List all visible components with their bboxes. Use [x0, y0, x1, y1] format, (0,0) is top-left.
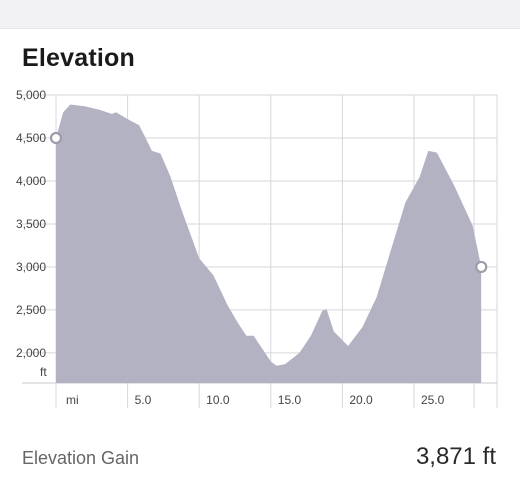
- top-strip: [0, 0, 520, 29]
- y-unit-label: ft: [40, 365, 47, 379]
- x-tick-label: 20.0: [349, 393, 373, 407]
- elevation-chart: 5,000 4,500 4,000 3,500 3,000 2,500 2,000 5.0 10…: [0, 90, 520, 420]
- y-tick-label: 4,000: [16, 174, 46, 188]
- y-tick-label: 5,000: [16, 90, 46, 102]
- start-marker: [49, 131, 63, 145]
- elevation-chart-svg: 5,000 4,500 4,000 3,500 3,000 2,500 2,000 5.0 10…: [16, 90, 498, 408]
- x-tick-label: 15.0: [278, 393, 302, 407]
- x-tick-label: 5.0: [135, 393, 152, 407]
- elevation-area: [56, 104, 482, 383]
- x-unit-label: mi: [66, 393, 79, 407]
- marker-layer: [49, 131, 488, 274]
- elevation-gain-value: 3,871 ft: [415, 443, 496, 470]
- tick-layer: 5,000 4,500 4,000 3,500 3,000 2,500 2,000 5.0 10…: [16, 90, 445, 407]
- y-tick-label: 4,500: [16, 131, 46, 145]
- elevation-gain-label: Elevation Gain: [22, 448, 140, 468]
- y-tick-label: 2,500: [16, 303, 46, 317]
- x-tick-label: 25.0: [421, 393, 445, 407]
- end-marker: [475, 260, 488, 274]
- page-title: Elevation: [22, 44, 135, 72]
- y-tick-label: 2,000: [16, 346, 46, 360]
- y-tick-label: 3,000: [16, 260, 46, 274]
- y-tick-label: 3,500: [16, 217, 46, 231]
- x-tick-label: 10.0: [206, 393, 230, 407]
